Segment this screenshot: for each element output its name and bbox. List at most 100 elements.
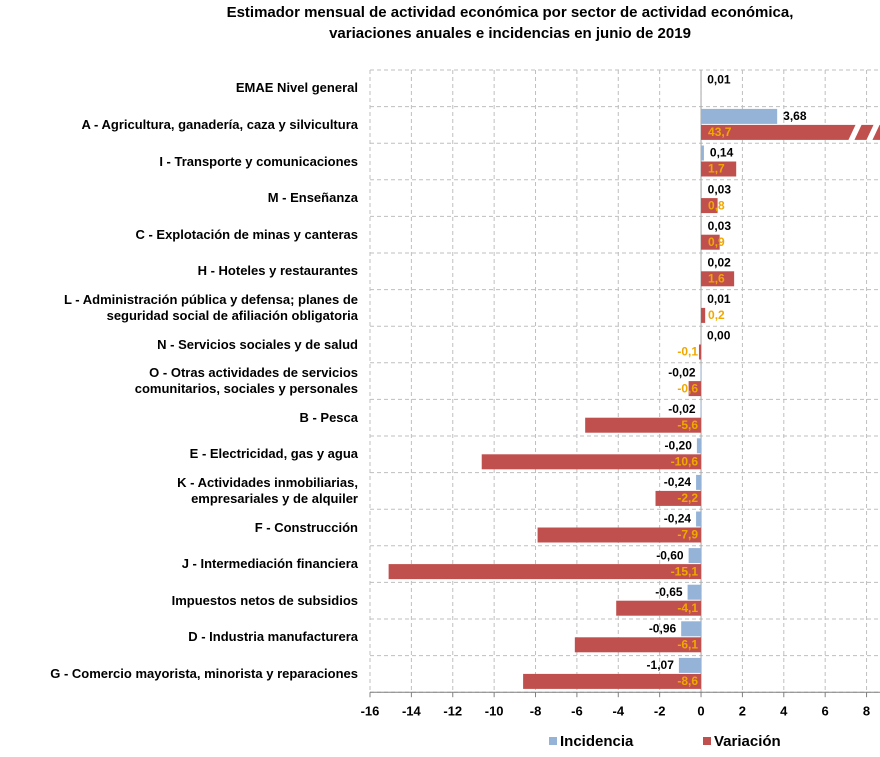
value-label: 43,7 — [708, 125, 732, 139]
value-label: -0,02 — [668, 402, 696, 416]
category-label: A - Agricultura, ganadería, caza y silvi… — [81, 116, 358, 132]
x-tick-label: -8 — [530, 704, 542, 719]
bar — [701, 161, 737, 177]
axis-break — [866, 123, 880, 141]
bar — [701, 108, 778, 124]
bar — [481, 454, 702, 470]
value-label: -0,20 — [665, 438, 693, 452]
x-tick-label: 2 — [739, 704, 746, 719]
value-label: 0,03 — [708, 219, 732, 233]
category-label: G - Comercio mayorista, minorista y repa… — [50, 665, 358, 681]
value-label: -0,24 — [664, 475, 692, 489]
bar — [678, 657, 702, 673]
bar — [701, 145, 704, 161]
bar — [701, 124, 880, 140]
bar — [616, 600, 702, 616]
value-label: 0,00 — [707, 329, 731, 343]
x-tick-label: -12 — [443, 704, 462, 719]
category-label: L - Administración pública y defensa; pl… — [63, 291, 358, 323]
value-label: 0,01 — [707, 292, 731, 306]
chart-title: Estimador mensual de actividad económica… — [227, 4, 794, 21]
value-label: -2,2 — [677, 491, 698, 505]
bar — [701, 182, 702, 198]
x-tick-label: 8 — [863, 704, 870, 719]
bar — [681, 621, 702, 637]
bars — [388, 72, 880, 689]
legend-swatch — [703, 737, 711, 745]
value-label: -10,6 — [671, 454, 699, 468]
x-tick-label: -10 — [485, 704, 504, 719]
value-label: -0,96 — [649, 621, 677, 635]
x-tick-label: -2 — [654, 704, 666, 719]
axis-break — [848, 123, 862, 141]
value-label: -1,07 — [647, 658, 675, 672]
category-label: F - Construcción — [254, 519, 358, 535]
category-label: I - Transporte y comunicaciones — [159, 153, 358, 169]
bar — [698, 344, 702, 360]
value-label: 1,6 — [708, 271, 725, 285]
legend-label: Incidencia — [560, 733, 634, 750]
bar — [655, 490, 702, 506]
bar — [696, 511, 702, 527]
value-label: 0,03 — [708, 182, 732, 196]
category-label: N - Servicios sociales y de salud — [157, 336, 358, 352]
x-tick-label: -4 — [612, 704, 624, 719]
category-label: M - Enseñanza — [267, 190, 358, 206]
bar — [701, 218, 702, 234]
x-tick-label: -16 — [361, 704, 380, 719]
bar — [701, 271, 735, 287]
category-label: B - Pesca — [299, 409, 358, 425]
category-label: H - Hoteles y restaurantes — [197, 263, 358, 279]
value-label: 0,14 — [710, 146, 734, 160]
x-tick-label: 6 — [822, 704, 829, 719]
x-tick-label: -6 — [571, 704, 583, 719]
category-label: EMAE Nivel general — [235, 80, 358, 96]
value-label: 3,68 — [783, 109, 807, 123]
value-label: -5,6 — [677, 418, 698, 432]
bar — [701, 307, 706, 323]
category-label: D - Industria manufacturera — [188, 629, 358, 645]
value-label: 1,7 — [708, 162, 725, 176]
value-label: 0,8 — [708, 198, 725, 212]
value-label: 0,01 — [707, 72, 731, 86]
bar — [688, 548, 702, 564]
legend-swatch — [549, 737, 557, 745]
category-label: J - Intermediación financiera — [181, 556, 358, 572]
bar — [687, 584, 702, 600]
value-label: -6,1 — [677, 637, 698, 651]
bar — [688, 381, 702, 397]
x-tick-label: 4 — [780, 704, 788, 719]
value-label: -7,9 — [677, 528, 698, 542]
bar — [701, 198, 718, 214]
category-label: K - Actividades inmobiliarias, empresari… — [177, 474, 358, 506]
bar — [701, 234, 720, 250]
value-label: -0,24 — [664, 512, 692, 526]
bar — [696, 474, 702, 490]
value-label: -0,02 — [668, 365, 696, 379]
value-label: -0,6 — [677, 381, 698, 395]
category-label: Impuestos netos de subsidios — [171, 592, 358, 608]
x-tick-label: 0 — [697, 704, 704, 719]
value-label: 0,9 — [708, 235, 725, 249]
value-label: -0,65 — [655, 585, 683, 599]
value-label: 0,02 — [707, 255, 731, 269]
legend-label: Variación — [714, 733, 781, 750]
category-label: E - Electricidad, gas y agua — [189, 446, 358, 462]
bar — [585, 417, 702, 433]
bar — [574, 637, 702, 653]
category-label: C - Explotación de minas y canteras — [135, 226, 358, 242]
value-label: -15,1 — [671, 564, 699, 578]
category-label: O - Otras actividades de servicios comun… — [134, 365, 358, 397]
chart-title: variaciones anuales e incidencias en jun… — [329, 25, 691, 42]
value-label: -0,60 — [656, 548, 684, 562]
bar — [523, 673, 702, 689]
bar — [537, 527, 702, 543]
value-label: -0,1 — [677, 345, 698, 359]
x-tick-label: -14 — [402, 704, 422, 719]
value-label: -4,1 — [677, 601, 698, 615]
bar — [388, 564, 702, 580]
value-label: -8,6 — [677, 674, 698, 688]
value-label: 0,2 — [708, 308, 725, 322]
